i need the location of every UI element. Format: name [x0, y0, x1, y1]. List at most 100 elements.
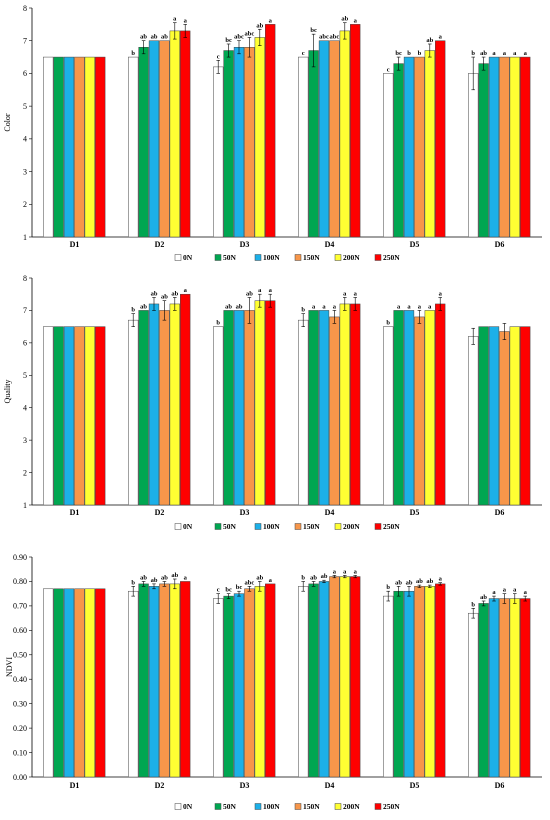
- category-label: D2: [155, 781, 165, 790]
- bar: [350, 576, 361, 778]
- y-tick-label: 7: [23, 37, 27, 46]
- bar: [244, 310, 255, 506]
- significance-label: b: [131, 50, 135, 57]
- bar: [478, 63, 489, 238]
- significance-label: ab: [480, 594, 487, 601]
- significance-label: ab: [236, 303, 243, 310]
- bar: [223, 310, 234, 506]
- significance-label: c: [217, 53, 220, 60]
- category-label: D3: [240, 508, 250, 517]
- y-tick-label: 6: [23, 339, 27, 348]
- significance-label: bc: [225, 37, 232, 44]
- bar: [138, 310, 149, 506]
- y-tick-label: 1: [23, 501, 27, 510]
- bar: [383, 595, 394, 778]
- bar: [213, 326, 224, 506]
- y-tick-label: 7: [23, 306, 27, 315]
- bar: [43, 588, 54, 778]
- y-tick-label: 0.70: [13, 602, 27, 611]
- category-label: D1: [70, 240, 80, 249]
- bar: [223, 50, 234, 238]
- bar: [383, 326, 394, 506]
- bar: [63, 326, 75, 506]
- y-tick-label: 2: [23, 468, 27, 477]
- y-tick-label: 6: [23, 69, 27, 78]
- significance-label: a: [184, 574, 188, 581]
- category-label: D4: [325, 781, 335, 790]
- legend-label: 150N: [303, 802, 320, 811]
- bar: [403, 310, 415, 506]
- bar: [180, 293, 191, 506]
- significance-label: b: [386, 584, 390, 591]
- significance-label: ab: [406, 579, 413, 586]
- bar: [298, 56, 309, 238]
- significance-label: a: [258, 287, 262, 294]
- y-axis-title: Color: [3, 113, 12, 132]
- y-tick-label: 1: [23, 233, 27, 242]
- bar: [254, 37, 265, 238]
- bar: [138, 583, 149, 778]
- bar: [159, 583, 170, 778]
- bar: [265, 24, 276, 238]
- bar: [84, 56, 95, 238]
- significance-label: ab: [256, 22, 263, 29]
- significance-label: a: [269, 17, 273, 24]
- bar: [43, 326, 54, 506]
- significance-label: a: [513, 50, 517, 57]
- significance-label: a: [492, 50, 496, 57]
- legend-label: 150N: [303, 522, 320, 531]
- significance-label: a: [184, 17, 188, 24]
- y-tick-label: 2: [23, 200, 27, 209]
- bar: [520, 598, 531, 778]
- bar: [393, 63, 404, 238]
- y-tick-label: 0.10: [13, 748, 27, 757]
- bar: [509, 326, 520, 506]
- bar: [414, 56, 425, 238]
- bar: [499, 598, 510, 778]
- legend-swatch: [254, 523, 262, 530]
- bar: [74, 326, 85, 506]
- y-tick-label: 0.90: [13, 553, 27, 562]
- y-tick-label: 4: [23, 404, 27, 413]
- significance-label: a: [503, 587, 507, 594]
- significance-label: abc: [234, 34, 244, 41]
- bar: [383, 73, 394, 238]
- bar: [74, 56, 85, 238]
- bar: [74, 588, 85, 778]
- bar: [148, 586, 160, 778]
- significance-label: bc: [225, 587, 232, 594]
- category-label: D6: [495, 508, 505, 517]
- significance-label: a: [524, 589, 528, 596]
- legend-swatch: [374, 254, 382, 261]
- bar: [308, 583, 319, 778]
- bar: [478, 603, 489, 778]
- y-tick-label: 3: [23, 167, 27, 176]
- bar: [298, 319, 309, 506]
- significance-label: ab: [140, 574, 147, 581]
- significance-label: ab: [161, 294, 168, 301]
- significance-label: ab: [161, 34, 168, 41]
- bar: [223, 595, 234, 778]
- bar: [520, 56, 531, 238]
- significance-label: a: [407, 303, 411, 310]
- legend-swatch: [334, 254, 342, 261]
- legend-label: 100N: [263, 253, 280, 262]
- bar: [393, 590, 404, 778]
- bar: [233, 593, 245, 778]
- significance-label: ab: [480, 50, 487, 57]
- legend-swatch: [174, 803, 182, 810]
- bar: [53, 588, 64, 778]
- legend-label: 0N: [183, 522, 193, 531]
- bar: [169, 303, 180, 506]
- significance-label: b: [216, 320, 220, 327]
- category-label: D2: [155, 240, 165, 249]
- legend-swatch: [294, 254, 302, 261]
- category-label: D1: [70, 781, 80, 790]
- bar: [350, 24, 361, 238]
- bar: [329, 316, 340, 506]
- bar: [84, 588, 95, 778]
- bar: [95, 56, 106, 238]
- category-label: D4: [325, 240, 335, 249]
- significance-label: b: [131, 579, 135, 586]
- significance-label: a: [333, 568, 337, 575]
